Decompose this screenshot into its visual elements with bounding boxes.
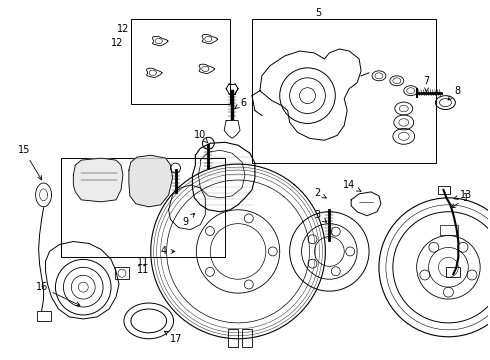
Bar [439,186,450,194]
Text: 17: 17 [165,331,183,344]
Text: 12: 12 [117,24,129,34]
Text: 11: 11 [137,265,149,275]
Text: 9: 9 [182,213,195,227]
Bar [115,267,129,279]
Text: 3: 3 [315,210,326,222]
Text: 10: 10 [194,130,208,143]
Text: 2: 2 [314,188,326,198]
Text: 5: 5 [315,8,321,18]
Bar [446,267,460,277]
Text: 13: 13 [454,190,472,200]
Bar [242,329,252,347]
Text: 14: 14 [343,180,361,191]
Text: 6: 6 [235,98,246,109]
Text: 4: 4 [161,247,175,256]
Text: 7: 7 [423,76,430,92]
Bar [441,225,458,235]
Text: 8: 8 [448,86,461,100]
Bar [252,19,436,163]
Text: 12: 12 [111,38,123,48]
Text: 11: 11 [137,257,149,267]
Text: 1: 1 [451,193,469,208]
Text: 15: 15 [18,145,42,180]
Text: 16: 16 [35,282,80,306]
Bar [37,311,50,321]
Bar [131,19,230,104]
Polygon shape [74,158,123,202]
Polygon shape [129,155,172,207]
Bar [61,158,225,257]
Bar [228,329,238,347]
